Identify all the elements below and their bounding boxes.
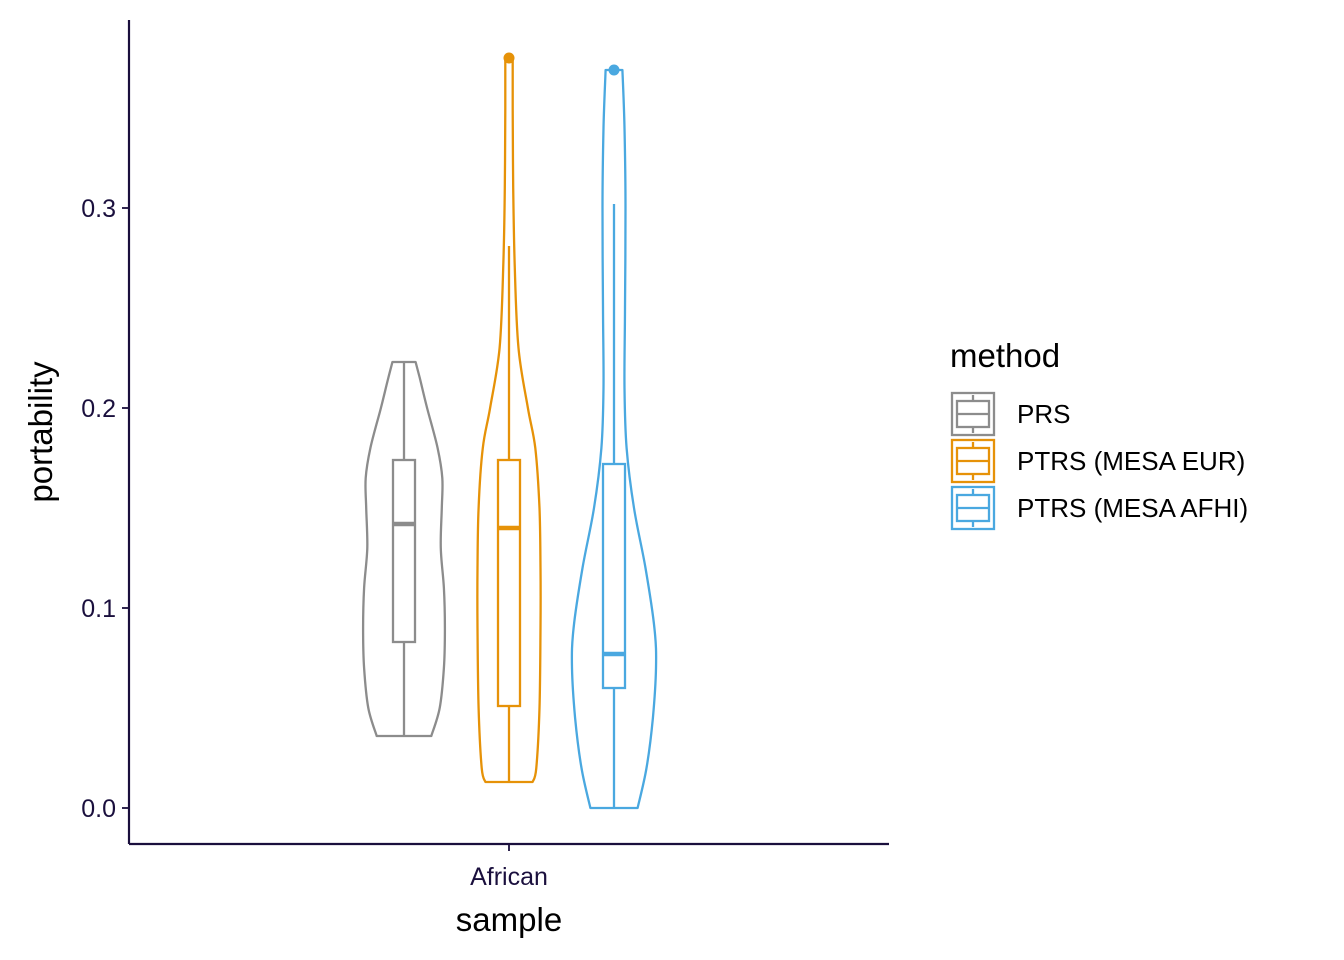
legend-title: method xyxy=(950,337,1060,374)
y-ticks: 0.0 0.1 0.2 0.3 xyxy=(81,195,129,823)
outlier-point-ptrs-mesa-eur xyxy=(503,52,515,64)
axes: 0.0 0.1 0.2 0.3 African xyxy=(81,20,889,891)
legend: method PRS PTRS (MESA EUR) PTRS (MESA AFHI… xyxy=(950,337,1248,531)
legend-items: PRS PTRS (MESA EUR) PTRS (MESA AFHI) xyxy=(950,391,1248,531)
x-ticks: African xyxy=(470,844,548,891)
y-tick-label: 0.1 xyxy=(81,595,116,623)
outlier-point-ptrs-mesa-afhi xyxy=(608,64,620,76)
legend-label-ptrs-mesa-eur: PTRS (MESA EUR) xyxy=(1017,446,1245,476)
legend-label-prs: PRS xyxy=(1017,399,1070,429)
y-tick-label: 0.0 xyxy=(81,795,116,823)
outliers-layer xyxy=(503,52,620,76)
legend-label-ptrs-mesa-afhi: PTRS (MESA AFHI) xyxy=(1017,493,1248,523)
y-axis-title: portability xyxy=(22,361,59,503)
boxplots-layer xyxy=(391,204,627,808)
box-ptrs-mesa-afhi xyxy=(601,462,627,690)
x-axis-title: sample xyxy=(456,901,562,938)
y-tick-label: 0.3 xyxy=(81,195,116,223)
legend-item-prs: PRS xyxy=(950,391,1070,437)
y-tick-label: 0.2 xyxy=(81,395,116,423)
x-tick-label: African xyxy=(470,863,548,891)
legend-item-ptrs-mesa-afhi: PTRS (MESA AFHI) xyxy=(950,485,1248,531)
legend-item-ptrs-mesa-eur: PTRS (MESA EUR) xyxy=(950,438,1245,484)
box-prs xyxy=(391,458,417,644)
box-ptrs-mesa-eur xyxy=(496,458,522,708)
